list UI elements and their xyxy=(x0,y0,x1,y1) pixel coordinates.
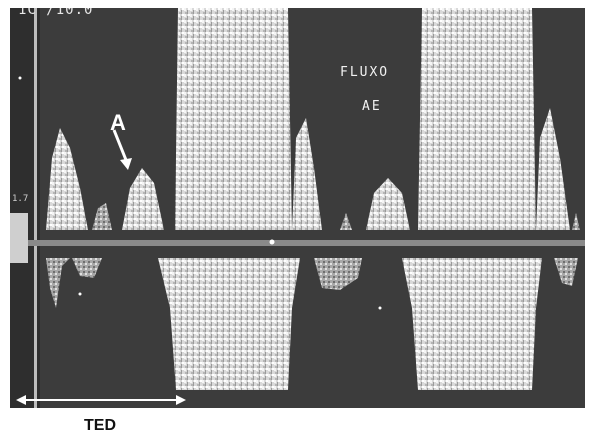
annotation-a-arrowhead xyxy=(120,158,132,170)
flow-sub-label: AE xyxy=(362,99,382,114)
ted-label: TED xyxy=(84,417,116,434)
noise-dot xyxy=(78,292,82,296)
doppler-spectrum-graphic xyxy=(10,8,585,408)
baseline-marker xyxy=(269,239,275,245)
lower-flow-band-2 xyxy=(402,258,542,390)
post-systolic-peak-2 xyxy=(536,108,570,230)
systolic-flow-band-2 xyxy=(418,8,536,230)
early-peak-1 xyxy=(46,128,88,230)
side-scale-label: 1.7 xyxy=(12,194,29,204)
velocity-scale-line xyxy=(34,8,37,408)
baseline xyxy=(28,240,585,246)
lower-small-1 xyxy=(72,258,102,278)
top-readout: 1C /10.0 xyxy=(18,8,94,18)
ted-double-arrow xyxy=(16,395,186,405)
lower-flow-band-1 xyxy=(158,258,300,390)
doppler-spectrum-image: 1C /10.0 1.7 FLUXO AE A xyxy=(10,8,585,408)
flow-label: FLUXO xyxy=(340,65,390,80)
lower-small-2 xyxy=(314,258,362,290)
post-systolic-peak-1 xyxy=(292,118,322,230)
annotation-a-label: A xyxy=(110,110,126,135)
lower-small-3 xyxy=(554,258,578,286)
wave-a-peak xyxy=(122,168,164,230)
annotation-a-arrow xyxy=(112,129,128,161)
lower-early-artifact xyxy=(46,258,70,308)
mid-peak xyxy=(366,178,410,230)
small-dot-2 xyxy=(572,213,580,230)
noise-dot xyxy=(18,76,22,80)
noise-dot xyxy=(378,306,382,310)
early-peak-2 xyxy=(92,203,112,230)
scale-marker-block xyxy=(10,213,28,263)
small-dot-1 xyxy=(340,213,352,230)
systolic-flow-band-1 xyxy=(175,8,292,230)
